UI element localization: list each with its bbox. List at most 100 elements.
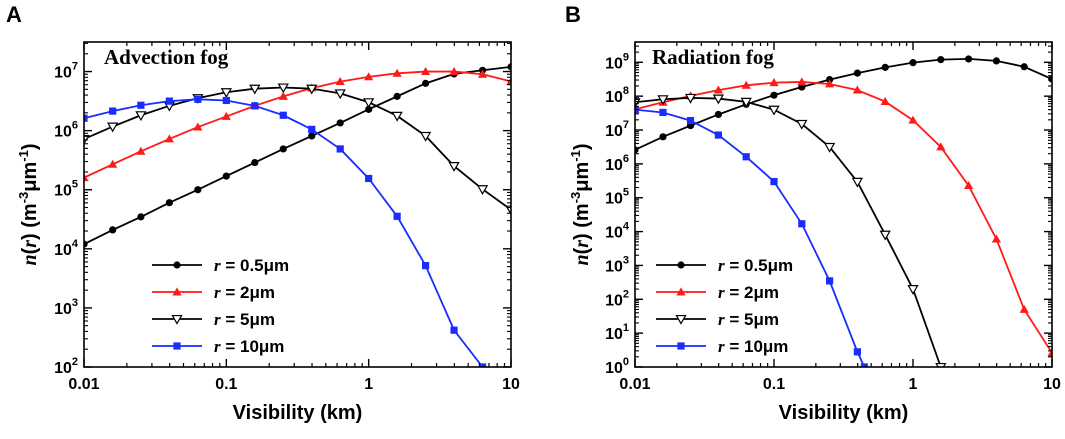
data-point — [421, 66, 431, 75]
plot-frame — [83, 41, 512, 368]
data-point — [393, 212, 401, 220]
data-point — [109, 107, 117, 115]
data-point — [825, 79, 835, 88]
data-point — [392, 68, 402, 77]
data-point — [907, 285, 919, 295]
data-point — [306, 84, 318, 95]
data-point — [659, 133, 667, 141]
data-point — [391, 111, 403, 122]
data-point — [336, 145, 344, 153]
data-point — [1048, 75, 1052, 83]
data-point — [965, 55, 973, 63]
data-point — [393, 92, 401, 100]
x-tick-label: 0.01 — [619, 376, 650, 393]
data-point — [714, 131, 722, 139]
legend-label: r = 5μm — [718, 310, 779, 329]
series-2 — [635, 77, 1052, 357]
data-point — [194, 186, 202, 194]
data-point — [84, 173, 89, 182]
data-point — [936, 142, 946, 151]
data-point — [165, 97, 173, 105]
series-1 — [635, 55, 1052, 154]
legend-label: r = 10μm — [718, 337, 788, 356]
x-axis-label: Visibility (km) — [233, 402, 363, 424]
data-point — [770, 91, 778, 99]
y-tick-label: 104 — [54, 238, 79, 259]
y-tick-label: 103 — [605, 254, 629, 275]
data-point — [136, 146, 146, 155]
legend-label: r = 5μm — [214, 310, 275, 329]
legend-marker — [172, 287, 182, 296]
data-point — [251, 158, 259, 167]
data-point — [1019, 304, 1029, 313]
data-point — [659, 108, 667, 117]
data-point — [194, 95, 202, 103]
data-point — [769, 78, 779, 87]
data-point — [422, 79, 430, 87]
data-point — [193, 122, 203, 131]
legend-marker — [173, 261, 181, 269]
legend-label: r = 2μm — [214, 283, 275, 302]
data-point — [879, 230, 891, 241]
legend-label: r = 0.5μm — [718, 256, 793, 275]
data-point — [450, 326, 458, 334]
x-tick-label: 1 — [909, 376, 918, 393]
series-4 — [84, 95, 487, 367]
data-point — [109, 226, 117, 234]
data-point — [249, 84, 261, 95]
x-tick-label: 0.1 — [763, 376, 785, 393]
data-point — [84, 240, 88, 248]
x-tick-label: 10 — [1043, 376, 1061, 393]
y-tick-label: 105 — [54, 179, 78, 200]
legend-marker — [171, 314, 183, 325]
data-point — [714, 110, 722, 119]
data-point — [657, 95, 669, 106]
data-point — [279, 145, 287, 153]
legend-marker — [677, 261, 685, 269]
x-axis-label: Visibility (km) — [779, 402, 909, 424]
data-point — [881, 63, 889, 71]
data-point — [422, 261, 430, 270]
data-point — [1020, 63, 1028, 71]
y-axis-label: n(r) (m-3μm-1) — [568, 143, 593, 265]
y-tick-label: 103 — [54, 297, 78, 318]
y-tick-label: 107 — [54, 61, 78, 82]
data-point — [852, 85, 862, 94]
data-point — [853, 69, 861, 77]
data-point — [768, 105, 780, 116]
chart-title: Radiation fog — [652, 45, 774, 69]
y-tick-label: 106 — [605, 153, 629, 174]
data-point — [477, 69, 488, 78]
legend: r = 0.5μm r = 2μm r = 5μm r = 10μm — [152, 256, 289, 356]
data-point — [476, 185, 489, 196]
y-tick-label: 104 — [605, 221, 630, 242]
data-point — [935, 362, 947, 367]
data-point — [826, 277, 834, 285]
y-tick-label: 108 — [605, 85, 629, 106]
series-line — [635, 96, 942, 367]
data-point — [635, 98, 641, 109]
data-point — [84, 114, 88, 122]
data-point — [164, 134, 174, 143]
series-3 — [84, 83, 511, 216]
legend-label: r = 10μm — [214, 337, 284, 356]
data-point — [449, 66, 459, 75]
data-point — [137, 213, 145, 221]
legend-marker — [676, 287, 686, 296]
data-point — [308, 132, 316, 140]
data-point — [278, 91, 288, 100]
data-point — [364, 72, 374, 81]
data-point — [991, 234, 1001, 243]
series-line — [635, 81, 1052, 354]
y-tick-label: 100 — [605, 356, 629, 377]
data-point — [798, 220, 806, 228]
data-point — [363, 98, 375, 109]
x-tick-label: 0.01 — [68, 376, 99, 393]
data-point — [740, 97, 752, 108]
data-point — [251, 102, 259, 110]
legend-marker — [675, 314, 687, 325]
data-point — [220, 88, 232, 99]
data-point — [860, 363, 868, 367]
y-tick-label: 109 — [605, 51, 629, 72]
data-point — [365, 105, 373, 113]
